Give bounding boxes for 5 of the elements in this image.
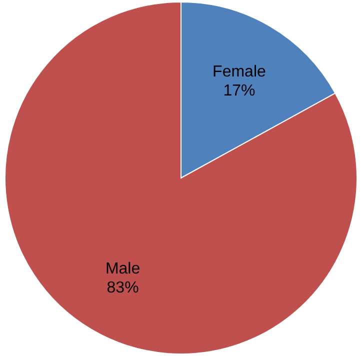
pie-slice [4, 2, 358, 354]
slice-label: Female [212, 63, 266, 80]
data-label: 83% [106, 279, 139, 296]
data-label: 17% [223, 82, 256, 100]
slice-label: Male [105, 260, 140, 278]
